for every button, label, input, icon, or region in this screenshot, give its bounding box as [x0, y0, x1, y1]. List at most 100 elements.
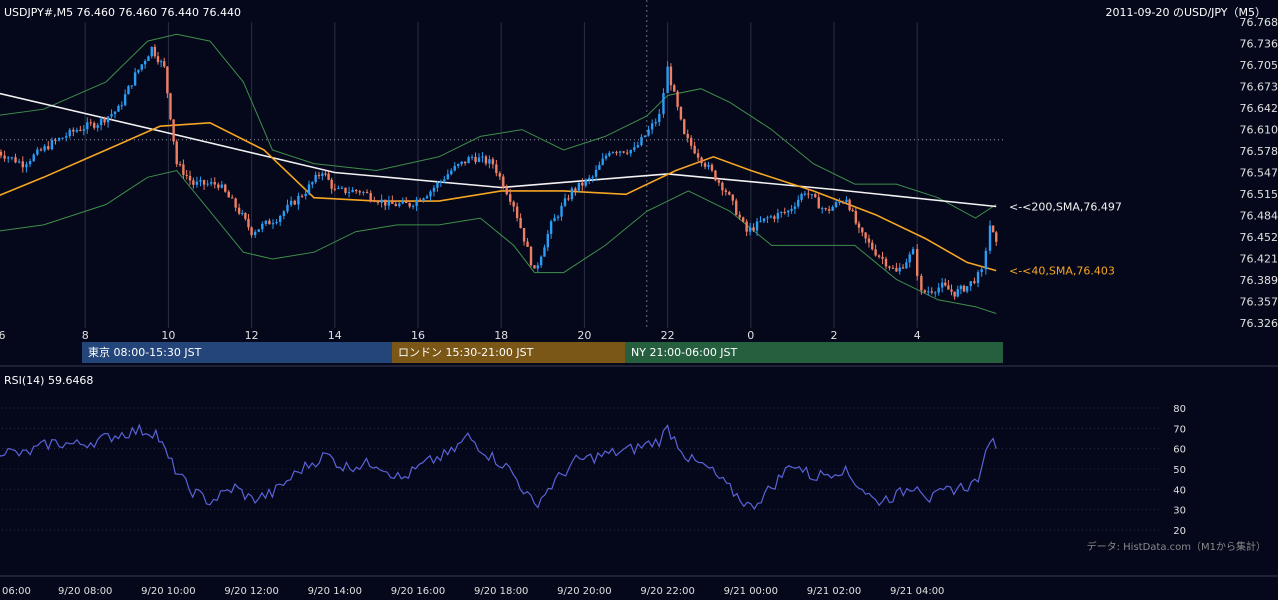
- candle-bull: [584, 179, 587, 186]
- candle-bull: [43, 146, 46, 151]
- candle-bull: [61, 137, 64, 139]
- candle-bull: [748, 227, 752, 232]
- candle-bull: [467, 157, 470, 164]
- candle-bear: [526, 241, 529, 247]
- hour-tick-label: 22: [661, 329, 675, 342]
- candle-bull: [443, 179, 446, 181]
- candle-bull: [314, 174, 317, 183]
- candle-bull: [120, 105, 124, 107]
- candle-bear: [857, 223, 861, 228]
- candle-bear: [888, 266, 891, 268]
- candle-bear: [700, 157, 703, 164]
- sma200-value-label: <-<200,SMA,76.497: [1009, 201, 1122, 214]
- candle-bear: [923, 290, 927, 293]
- candle-bull: [838, 201, 841, 203]
- candle-bull: [57, 138, 61, 141]
- candle-bull: [577, 182, 581, 191]
- candle-bear: [679, 106, 683, 120]
- candle-bull: [536, 265, 540, 269]
- candle-bull: [337, 187, 340, 189]
- candle-bull: [662, 92, 665, 114]
- candle-bull: [588, 177, 591, 180]
- candle-bull: [110, 114, 113, 117]
- candle-bull: [209, 182, 213, 184]
- candle-bear: [867, 238, 871, 243]
- candle-bull: [106, 116, 110, 123]
- candle-bull: [790, 208, 793, 211]
- candle-bear: [807, 193, 810, 195]
- price-tick-label: 76.357: [1240, 296, 1278, 309]
- candle-bear: [512, 201, 515, 207]
- candle-bear: [166, 66, 169, 94]
- candle-bear: [463, 161, 467, 164]
- candle-bull: [446, 174, 450, 180]
- candle-bull: [905, 262, 908, 269]
- rsi-tick-label: 70: [1173, 424, 1186, 435]
- candle-bear: [615, 152, 618, 154]
- candle-bear: [237, 207, 241, 214]
- candle-bull: [401, 200, 404, 204]
- candle-bull: [159, 61, 163, 63]
- session-london: ロンドン 15:30-21:00 JST: [392, 342, 625, 363]
- candle-bull: [965, 286, 969, 292]
- candle-bear: [217, 184, 220, 188]
- price-tick-label: 76.452: [1240, 231, 1278, 244]
- candle-bear: [3, 155, 6, 159]
- candle-bull: [570, 188, 574, 200]
- candle-bull: [766, 217, 769, 219]
- candle-bear: [169, 93, 172, 120]
- time-tick-label: 06:00: [2, 586, 31, 597]
- hour-tick-label: 2: [831, 329, 838, 342]
- candle-bear: [163, 61, 166, 67]
- candle-bull: [780, 212, 783, 214]
- candle-bull: [969, 281, 972, 287]
- candle-bear: [783, 212, 786, 214]
- candle-bull: [286, 204, 289, 212]
- candle-bear: [72, 129, 75, 132]
- candle-bear: [930, 291, 933, 293]
- chart-title: 2011-09-20 のUSD/JPY（M5）: [1105, 6, 1266, 19]
- candle-bull: [453, 165, 456, 171]
- candle-bear: [874, 249, 877, 256]
- time-tick-label: 9/20 18:00: [474, 586, 528, 597]
- candle-bull: [123, 94, 127, 106]
- candle-bear: [344, 187, 347, 193]
- candle-bull: [17, 161, 21, 163]
- candle-bull: [257, 229, 260, 232]
- candle-bear: [391, 200, 394, 204]
- candle-bull: [289, 200, 293, 205]
- candle-bull: [422, 198, 425, 202]
- candle-bull: [261, 223, 264, 230]
- candle-bear: [824, 208, 827, 210]
- price-tick-label: 76.610: [1240, 124, 1278, 137]
- session-tokyo: 東京 08:00-15:30 JST: [82, 342, 392, 363]
- candle-bull: [755, 221, 759, 231]
- candle-bear: [891, 267, 895, 269]
- candle-bear: [247, 218, 250, 228]
- time-tick-label: 9/20 22:00: [640, 586, 694, 597]
- candle-bull: [980, 269, 983, 273]
- candle-bear: [953, 291, 956, 297]
- candle-bear: [484, 156, 488, 164]
- candle-bear: [491, 159, 495, 165]
- candle-bear: [93, 123, 96, 128]
- candle-bull: [560, 205, 563, 217]
- candle-bull: [611, 152, 615, 154]
- candle-bear: [731, 194, 734, 201]
- price-tick-label: 76.547: [1240, 167, 1278, 180]
- candle-bull: [927, 291, 930, 293]
- candle-bull: [787, 210, 790, 213]
- candle-bear: [916, 249, 919, 276]
- bollinger-bands: [0, 33, 997, 314]
- candle-bull: [429, 191, 432, 197]
- candle-bear: [741, 217, 745, 222]
- candle-bear: [861, 227, 864, 233]
- candle-bull: [769, 216, 773, 218]
- candle-bull: [206, 183, 209, 185]
- candle-bear: [79, 129, 82, 131]
- candle-bull: [821, 208, 824, 210]
- candle-bear: [814, 194, 817, 198]
- hour-tick-label: 14: [328, 329, 342, 342]
- candle-bear: [474, 156, 477, 162]
- candle-bear: [495, 164, 498, 174]
